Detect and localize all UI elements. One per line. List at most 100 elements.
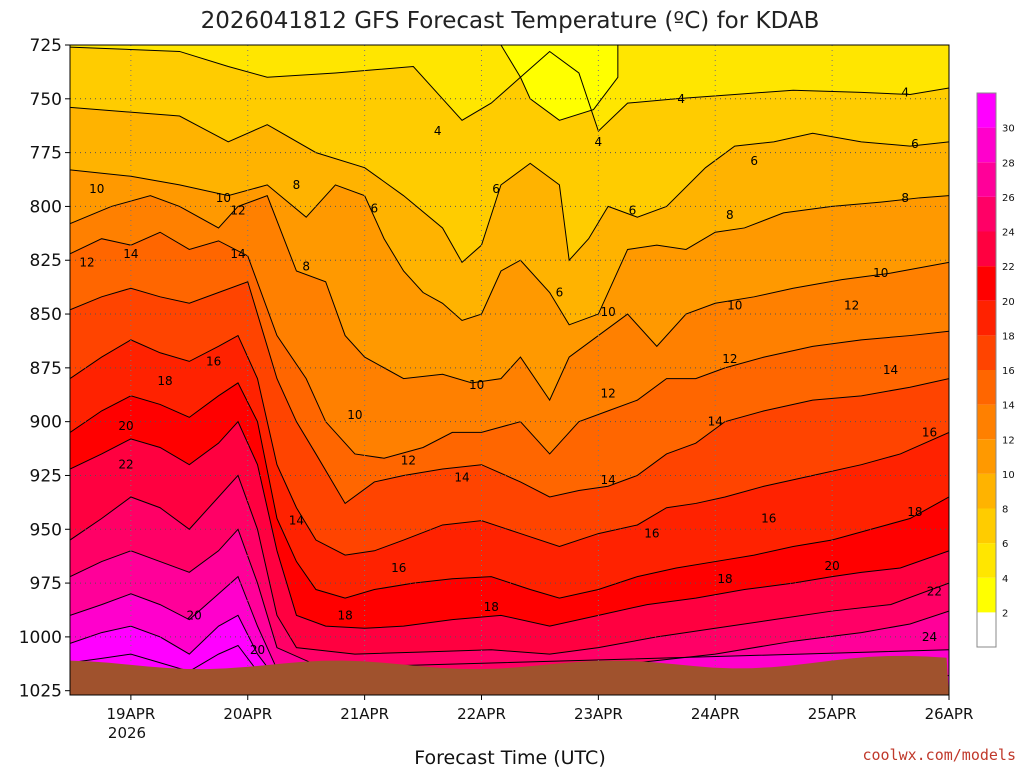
y-tick-label: 825 xyxy=(30,251,62,271)
contour-label: 22 xyxy=(118,458,133,472)
isotherm-20 xyxy=(70,420,949,629)
colorbar-swatch xyxy=(977,612,996,647)
contour-label: 16 xyxy=(761,512,776,526)
contour-label: 14 xyxy=(289,514,304,528)
colorbar-label: 28 xyxy=(1002,158,1015,169)
y-tick-label: 900 xyxy=(30,413,62,433)
contour-label: 4 xyxy=(434,124,442,138)
y-tick-label: 850 xyxy=(30,305,62,325)
contour-label: 8 xyxy=(726,208,734,222)
y-tick-label: 925 xyxy=(30,466,62,486)
contour-label: 18 xyxy=(338,608,353,622)
plot-frame xyxy=(69,44,950,696)
contour-label: 8 xyxy=(901,191,909,205)
colorbar-swatch xyxy=(977,404,996,440)
contour-label: 10 xyxy=(727,298,742,312)
y-axis: 725 750 775 800 825 850 875 900 925 950 975 1000 102… xyxy=(19,36,70,702)
contour-label: 14 xyxy=(600,473,615,487)
contour-label: 10 xyxy=(469,378,484,392)
y-tick-label: 775 xyxy=(30,144,62,164)
colorbar-label: 8 xyxy=(1002,505,1008,516)
x-tick-label: 26APR xyxy=(925,705,974,723)
ground-surface xyxy=(70,655,949,695)
y-tick-label: 975 xyxy=(30,574,62,594)
x-tick-label: 24APR xyxy=(691,705,740,723)
colorbar-label: 24 xyxy=(1002,228,1015,239)
contour-label: 12 xyxy=(722,352,737,366)
y-tick-label: 1025 xyxy=(19,682,62,702)
chart-title: 2026041812 GFS Forecast Temperature (ºC)… xyxy=(201,8,820,34)
x-axis-label: Forecast Time (UTC) xyxy=(414,747,605,768)
colorbar-swatch xyxy=(977,335,996,370)
colorbar-label: 18 xyxy=(1002,331,1015,342)
band-fill-4 xyxy=(70,45,949,132)
band-fill-6 xyxy=(70,45,949,263)
y-tick-label: 950 xyxy=(30,520,62,540)
contour-label: 6 xyxy=(492,182,500,196)
colorbar-swatch xyxy=(977,127,996,163)
isotherm-18 xyxy=(70,382,949,599)
colorbar-swatch xyxy=(977,196,996,232)
contour-label: 14 xyxy=(708,415,723,429)
colorbar-label: 14 xyxy=(1002,401,1015,412)
isotherm-8 xyxy=(70,169,949,326)
contour-label: 6 xyxy=(371,202,379,216)
colorbar-label: 30 xyxy=(1002,124,1015,135)
isotherm-14 xyxy=(70,281,949,505)
contour-label: 18 xyxy=(907,505,922,519)
colorbar-label: 4 xyxy=(1002,574,1008,585)
isotherm-4 xyxy=(70,46,949,132)
contour-label: 10 xyxy=(873,266,888,280)
isotherm-12 xyxy=(70,231,949,459)
contour-label: 6 xyxy=(629,204,637,218)
y-tick-label: 725 xyxy=(30,36,62,56)
y-tick-label: 750 xyxy=(30,90,62,110)
contour-label: 4 xyxy=(595,135,603,149)
colorbar-label: 20 xyxy=(1002,297,1015,308)
colorbar-label: 22 xyxy=(1002,262,1015,273)
contour-label: 10 xyxy=(600,305,615,319)
x-axis: 19APR 20APR 21APR 22APR 23APR 24APR 25APR 26APR xyxy=(106,695,973,723)
contour-label: 8 xyxy=(302,260,310,274)
colorbar-swatch xyxy=(977,300,996,336)
contour-label: 14 xyxy=(883,363,898,377)
colorbar-swatch xyxy=(977,543,996,578)
contour-label: 4 xyxy=(901,85,909,99)
x-tick-label: 19APR xyxy=(106,705,155,723)
colorbar-label: 2 xyxy=(1002,608,1008,619)
colorbar-swatch xyxy=(977,439,996,474)
colorbar-swatch xyxy=(977,508,996,544)
contour-label: 12 xyxy=(600,387,615,401)
contour-label: 6 xyxy=(556,286,564,300)
credit-text: coolwx.com/models xyxy=(862,746,1016,764)
colorbar-swatch xyxy=(977,93,996,128)
contour-label: 8 xyxy=(293,178,301,192)
contour-label: 12 xyxy=(79,255,94,269)
contour-label: 16 xyxy=(644,527,659,541)
y-tick-label: 1000 xyxy=(19,628,62,648)
contour-label: 10 xyxy=(216,191,231,205)
contour-label: 20 xyxy=(118,419,133,433)
contour-label: 20 xyxy=(824,559,839,573)
contour-label: 22 xyxy=(927,585,942,599)
colorbar-swatch xyxy=(977,473,996,509)
contour-label: 18 xyxy=(484,600,499,614)
colorbar-swatch xyxy=(977,231,996,267)
colorbar-label: 26 xyxy=(1002,193,1015,204)
isotherm-24 xyxy=(70,528,949,672)
colorbar-frame xyxy=(976,92,997,648)
contour-label: 16 xyxy=(391,561,406,575)
colorbar-label: 16 xyxy=(1002,366,1015,377)
colorbar-swatch xyxy=(977,266,996,301)
isotherm-22 xyxy=(70,474,949,655)
colorbar-label: 12 xyxy=(1002,435,1015,446)
contour-label: 6 xyxy=(750,154,758,168)
colorbar-swatch xyxy=(977,162,996,197)
contour-label: 16 xyxy=(922,425,937,439)
contour-label: 10 xyxy=(347,408,362,422)
x-tick-label: 22APR xyxy=(457,705,506,723)
isotherm-10 xyxy=(70,195,949,402)
